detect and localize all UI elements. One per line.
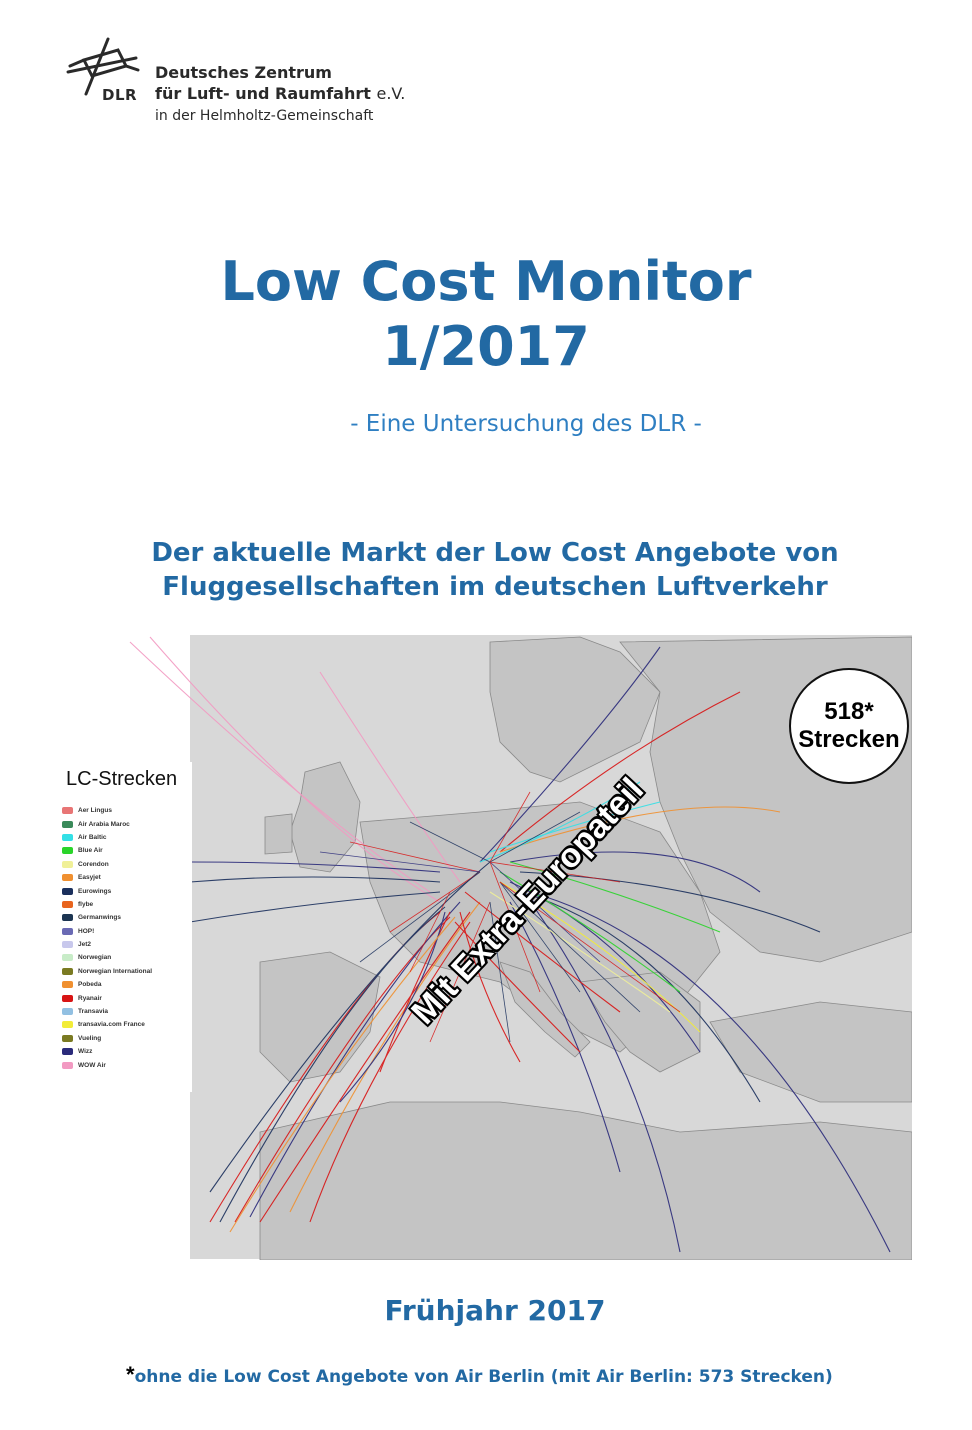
dlr-logo: DLR Deutsches Zentrum für Luft- und Raum… [62, 36, 405, 136]
legend-item: Easyjet [62, 871, 202, 884]
legend-item: Corendon [62, 858, 202, 871]
legend-swatch [62, 1021, 73, 1029]
logo-line-3: in der Helmholtz-Gemeinschaft [155, 108, 374, 124]
legend-item: Pobeda [62, 978, 202, 991]
legend-item: Wizz [62, 1045, 202, 1058]
legend-label: Transavia [78, 1008, 108, 1016]
legend-item: Germanwings [62, 911, 202, 924]
legend-item: Ryanair [62, 991, 202, 1004]
logo-abbreviation: DLR [102, 86, 138, 104]
legend-label: Aer Lingus [78, 807, 112, 815]
logo-line-1: Deutsches Zentrum [155, 63, 332, 82]
legend-label: Air Baltic [78, 833, 107, 841]
legend-item: Aer Lingus [62, 804, 202, 817]
legend-swatch [62, 807, 73, 815]
legend-item: Transavia [62, 1005, 202, 1018]
title-line-2: 1/2017 [382, 315, 590, 378]
legend-label: Wizz [78, 1048, 93, 1056]
legend-swatch [62, 914, 73, 922]
legend-swatch [62, 981, 73, 989]
legend-item: transavia.com France [62, 1018, 202, 1031]
legend-swatch [62, 887, 73, 895]
legend-label: Ryanair [78, 994, 102, 1002]
legend-item: flybe [62, 898, 202, 911]
legend-swatch [62, 1008, 73, 1016]
dlr-logo-icon [66, 37, 140, 96]
legend-swatch [62, 941, 73, 949]
legend-title: LC-Strecken [66, 768, 178, 790]
legend-label: Corendon [78, 860, 109, 868]
legend-swatch [62, 994, 73, 1002]
legend-item: Vueling [62, 1032, 202, 1045]
legend-label: Easyjet [78, 874, 101, 882]
legend-label: Blue Air [78, 847, 103, 855]
subtitle: - Eine Untersuchung des DLR - [350, 411, 702, 437]
footnote: *ohne die Low Cost Angebote von Air Berl… [126, 1362, 833, 1388]
legend-label: Eurowings [78, 887, 112, 895]
legend-label: Jet2 [78, 941, 92, 949]
legend-label: Germanwings [78, 914, 121, 922]
footnote-text: ohne die Low Cost Angebote von Air Berli… [134, 1367, 833, 1387]
legend-item: Eurowings [62, 884, 202, 897]
legend-swatch [62, 1034, 73, 1042]
legend-item: Blue Air [62, 844, 202, 857]
legend-swatch [62, 820, 73, 828]
route-count-badge: 518* Strecken [789, 668, 909, 784]
logo-line-2-main: für Luft- und Raumfahrt [155, 84, 371, 103]
route-count-number: 518* [824, 698, 874, 725]
legend-label: flybe [78, 900, 94, 908]
legend-item: Norwegian [62, 951, 202, 964]
legend-label: Norwegian International [78, 967, 153, 975]
legend-label: Pobeda [78, 981, 102, 989]
legend-label: transavia.com France [78, 1021, 145, 1029]
legend-item: Norwegian International [62, 965, 202, 978]
map-land [259, 636, 912, 1260]
legend-swatch [62, 967, 73, 975]
legend-swatch [62, 927, 73, 935]
legend-swatch [62, 860, 73, 868]
title-line-1: Low Cost Monitor [220, 250, 752, 313]
legend-item: Jet2 [62, 938, 202, 951]
logo-line-2: für Luft- und Raumfahrt e.V. [155, 84, 405, 103]
route-count-label: Strecken [798, 726, 900, 753]
legend-swatch [62, 833, 73, 841]
legend-label: HOP! [78, 927, 95, 935]
footnote-marker: * [126, 1362, 135, 1387]
legend-item: Air Baltic [62, 831, 202, 844]
legend-panel [60, 762, 192, 1092]
legend-label: Norwegian [78, 954, 112, 962]
heading-line-1: Der aktuelle Markt der Low Cost Angebote… [151, 538, 839, 568]
route-lines [129, 636, 891, 1253]
legend-label: WOW Air [78, 1061, 106, 1069]
legend-swatch [62, 1048, 73, 1056]
season-label: Frühjahr 2017 [384, 1294, 606, 1327]
legend-swatch [62, 847, 73, 855]
legend-swatch [62, 900, 73, 908]
legend-item: Air Arabia Maroc [62, 817, 202, 830]
legend-label: Air Arabia Maroc [78, 820, 130, 828]
legend-label: Vueling [78, 1034, 102, 1042]
route-lines-dense [319, 791, 681, 1043]
legend-item: HOP! [62, 925, 202, 938]
legend-swatch [62, 874, 73, 882]
legend-swatch [62, 954, 73, 962]
heading-line-2: Fluggesellschaften im deutschen Luftverk… [162, 572, 828, 602]
legend-swatch [62, 1061, 73, 1069]
legend: Aer Lingus Air Arabia Maroc Air Baltic Blue… [62, 804, 202, 1072]
logo-line-2-suffix: e.V. [376, 84, 406, 103]
legend-item: WOW Air [62, 1058, 202, 1071]
